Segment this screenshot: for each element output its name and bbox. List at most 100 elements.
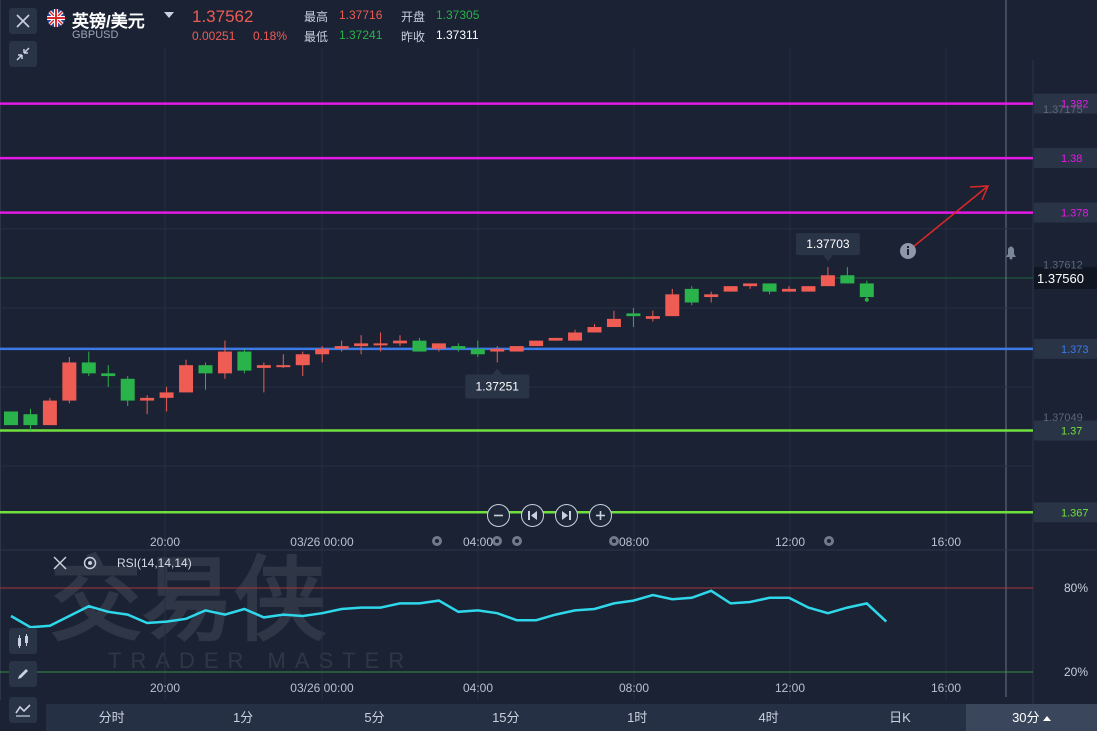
candle-body-4 — [81, 362, 96, 374]
tab-period-6[interactable]: 日K — [889, 710, 911, 725]
x-tick-5: 16:00 — [931, 535, 961, 549]
low-value: 1.37241 — [339, 28, 383, 42]
rsi-x-tick-4: 12:00 — [775, 681, 805, 695]
candle-body-27 — [529, 340, 544, 347]
callout-1: 1.37251 — [465, 368, 530, 399]
candle-body-1 — [23, 414, 38, 426]
current-candle-dot — [864, 297, 869, 302]
candle-body-35 — [684, 288, 699, 303]
candle-18 — [354, 335, 369, 355]
candle-type-button[interactable] — [9, 628, 37, 654]
candle-40 — [782, 286, 796, 292]
tab-period-2[interactable]: 5分 — [364, 710, 385, 725]
x-tick-1: 03/26 00:00 — [290, 535, 354, 549]
candle-5 — [101, 365, 116, 387]
candle-body-40 — [782, 288, 796, 292]
rsi-settings-button[interactable] — [82, 555, 98, 576]
candle-body-17 — [334, 346, 349, 349]
candle-body-2 — [42, 400, 57, 426]
pencil-icon — [18, 669, 28, 679]
symbol-name[interactable]: 英镑/美元 — [72, 12, 145, 31]
candle-1 — [23, 408, 38, 431]
candle-21 — [412, 337, 427, 352]
tab-period-3[interactable]: 15分 — [492, 710, 520, 725]
candlestick-icon — [18, 634, 28, 648]
candle-44 — [859, 280, 874, 300]
candle-8 — [159, 386, 174, 412]
callout-0: 1.37703 — [795, 233, 860, 262]
candle-37 — [723, 286, 738, 292]
session-marker-center-4 — [827, 539, 831, 543]
candle-body-13 — [256, 365, 271, 368]
candle-body-5 — [101, 373, 116, 377]
candle-6 — [120, 376, 135, 407]
candle-body-31 — [606, 318, 621, 328]
zoom-out-button[interactable] — [487, 504, 510, 527]
info-icon[interactable] — [900, 243, 916, 259]
candle-12 — [237, 348, 252, 374]
candle-7 — [140, 395, 155, 415]
watermark-en: TRADER MASTER — [108, 648, 413, 673]
tab-period-4[interactable]: 1时 — [627, 710, 648, 725]
hline-label-bg-1 — [1034, 148, 1097, 169]
zoom-in-button[interactable] — [589, 504, 612, 527]
candle-body-23 — [451, 346, 466, 349]
candle-body-15 — [295, 354, 310, 366]
tab-period-1[interactable]: 1分 — [232, 710, 254, 725]
candle-body-18 — [354, 343, 369, 347]
trend-arrow[interactable] — [912, 185, 990, 248]
x-tick-4: 12:00 — [775, 535, 805, 549]
scroll-end-button[interactable] — [555, 504, 578, 527]
last-price-box — [1034, 266, 1097, 289]
line-chart-icon — [15, 704, 31, 717]
candle-28 — [548, 337, 563, 341]
candle-35 — [684, 286, 699, 306]
callout-box-1 — [465, 374, 530, 399]
candle-body-30 — [587, 327, 602, 333]
rsi-x-tick-3: 08:00 — [619, 681, 649, 695]
watermark-cn: 交易侠 — [50, 550, 327, 652]
rsi-line — [10, 589, 888, 629]
session-marker-center-1 — [495, 539, 499, 543]
tab-period-0[interactable]: 分时 — [98, 710, 125, 725]
candle-body-34 — [665, 294, 680, 317]
callout-tip-0 — [822, 255, 833, 262]
candle-34 — [665, 288, 680, 317]
candle-body-44 — [859, 283, 874, 298]
candle-26 — [509, 346, 524, 352]
chevron-down-icon[interactable] — [164, 12, 174, 18]
rsi-close-button[interactable] — [52, 555, 68, 576]
candle-30 — [587, 324, 602, 333]
collapse-arrows-icon — [16, 47, 30, 61]
open-value: 1.37305 — [436, 8, 480, 22]
x-tick-2: 04:00 — [463, 535, 493, 549]
collapse-button[interactable] — [9, 41, 37, 67]
period-tabs: 分时 1分 5分 15分 1时 4时 日K 30分 — [46, 704, 1097, 731]
x-tick-3: 08:00 — [619, 535, 649, 549]
bell-icon[interactable] — [1006, 246, 1016, 260]
hline-label-3: 1.373 — [1061, 344, 1089, 356]
candle-43 — [840, 267, 855, 284]
tab-period-5[interactable]: 4时 — [758, 710, 779, 725]
draw-button[interactable] — [9, 661, 37, 687]
price-change: 0.00251 — [192, 29, 236, 43]
candle-body-26 — [509, 346, 524, 352]
candle-body-43 — [840, 275, 855, 284]
candle-body-21 — [412, 340, 427, 352]
indicator-button[interactable] — [9, 697, 37, 723]
candle-body-10 — [198, 365, 213, 374]
candle-38 — [743, 283, 758, 289]
candle-body-14 — [276, 365, 291, 368]
candle-body-7 — [140, 397, 155, 401]
tab-period-7-label: 30分 — [1012, 710, 1040, 725]
scroll-start-button[interactable] — [521, 504, 544, 527]
close-button[interactable] — [9, 8, 37, 34]
candle-14 — [276, 354, 291, 368]
candle-body-22 — [431, 343, 446, 349]
tab-period-7[interactable]: 30分 — [965, 704, 1097, 731]
candle-0 — [4, 411, 18, 426]
hline-label-bg-4 — [1034, 420, 1097, 441]
hline-label-bg-5 — [1034, 502, 1097, 523]
candle-body-33 — [645, 316, 660, 319]
